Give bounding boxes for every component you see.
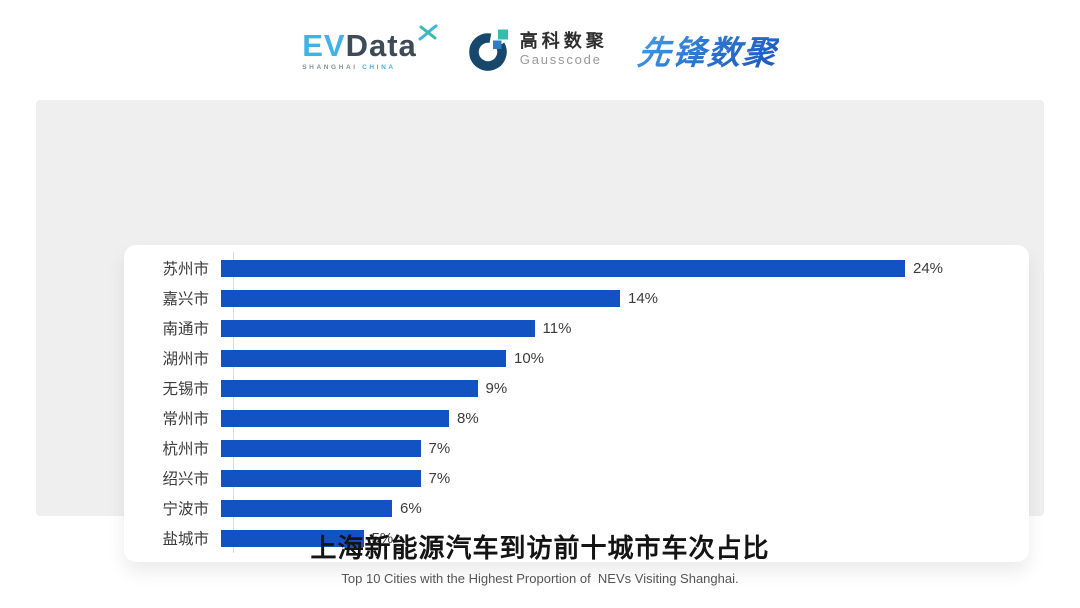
evdata-wordmark-ev: EV [302, 27, 346, 63]
chart-title: 上海新能源汽车到访前十城市车次占比 [310, 533, 770, 563]
bar [221, 499, 392, 517]
bar [221, 259, 905, 277]
evdata-wordmark: EV Data [302, 24, 438, 63]
bar-label: 宁波市 [162, 501, 209, 518]
y-axis-line [233, 252, 234, 553]
pioneer-data-logo: 先锋数聚 [635, 26, 780, 74]
bar-label: 嘉兴市 [162, 291, 209, 308]
evdata-tagline-china: CHINA [362, 63, 396, 71]
bar-label: 湖州市 [162, 351, 209, 368]
bar-label: 绍兴市 [162, 471, 209, 488]
bar-label: 杭州市 [162, 441, 209, 458]
bar-row: 绍兴市 7% [124, 463, 1029, 493]
bar-value: 7% [428, 469, 451, 487]
bar-label: 盐城市 [162, 531, 209, 548]
bar-row: 常州市 8% [124, 403, 1029, 433]
bar-label: 常州市 [162, 411, 209, 428]
bar-value: 11% [542, 319, 572, 337]
bar [221, 379, 478, 397]
evdata-logo: EV Data SHANGHAI CHINA [302, 24, 438, 71]
gausscode-g-icon [469, 29, 508, 71]
bar-value: 8% [457, 409, 479, 427]
bar-rows: 苏州市 24% 嘉兴市 14% 南通市 11% 湖州市 10% 无锡市 9% 常… [124, 253, 1029, 553]
bar-row: 湖州市 10% [124, 343, 1029, 373]
evdata-x-icon [418, 24, 438, 40]
bar-value: 10% [514, 349, 545, 367]
bar-label: 无锡市 [162, 381, 209, 398]
gausscode-logo: 高科数聚 Gausscode [468, 28, 608, 72]
bar-row: 无锡市 9% [124, 373, 1029, 403]
bar-row: 嘉兴市 14% [124, 283, 1029, 313]
chart-caption: 上海新能源汽车到访前十城市车次占比 Top 10 Cities with the… [0, 528, 1080, 586]
bar [221, 469, 421, 487]
bar-row: 盐城市 5% [124, 523, 1029, 553]
bar [221, 529, 364, 547]
gausscode-name-en: Gausscode [519, 52, 602, 68]
bar-value: 5% [371, 529, 394, 547]
bar-value: 14% [628, 289, 659, 307]
bar-value: 6% [400, 499, 422, 517]
bar-row: 杭州市 7% [124, 433, 1029, 463]
bar [221, 349, 506, 367]
bar [221, 409, 449, 427]
gausscode-wordmark: 高科数聚 Gausscode [520, 32, 608, 67]
bar-value: 24% [913, 259, 944, 277]
evdata-wordmark-data: Data [345, 27, 417, 63]
header-logos: EV Data SHANGHAI CHINA 高科数聚 Gausscode 先锋数… [0, 18, 1080, 82]
bar-chart: 苏州市 24% 嘉兴市 14% 南通市 11% 湖州市 10% 无锡市 9% 常… [124, 245, 1029, 562]
bar-value: 7% [428, 439, 451, 457]
bar-row: 苏州市 24% [124, 253, 1029, 283]
bar-row: 南通市 11% [124, 313, 1029, 343]
bar [221, 439, 421, 457]
chart-panel-background: 苏州市 24% 嘉兴市 14% 南通市 11% 湖州市 10% 无锡市 9% 常… [36, 100, 1044, 562]
bar-label: 南通市 [162, 321, 209, 338]
chart-subtitle: Top 10 Cities with the Highest Proportio… [341, 571, 739, 586]
bar-row: 宁波市 6% [124, 493, 1029, 523]
bar [221, 289, 620, 307]
evdata-tagline-shanghai: SHANGHAI [302, 63, 358, 71]
bar [221, 319, 535, 337]
bar-value: 9% [485, 379, 508, 397]
evdata-tagline: SHANGHAI CHINA [302, 64, 395, 71]
bar-label: 苏州市 [162, 261, 209, 278]
chart-card: 苏州市 24% 嘉兴市 14% 南通市 11% 湖州市 10% 无锡市 9% 常… [124, 245, 1029, 562]
gausscode-name-cn: 高科数聚 [519, 31, 608, 52]
